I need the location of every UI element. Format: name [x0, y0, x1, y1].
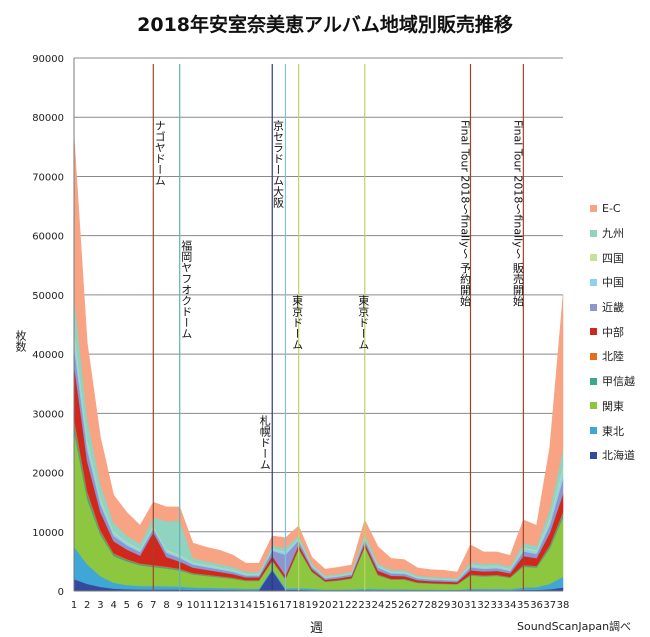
legend-swatch [590, 352, 597, 360]
y-tick-label: 10000 [32, 528, 64, 539]
legend-label: 関東 [602, 399, 624, 413]
legend-swatch [590, 328, 597, 336]
x-tick-label: 32 [477, 600, 490, 611]
legend-label: 北海道 [602, 449, 635, 463]
legend-label: E-C [602, 201, 621, 215]
x-tick-label: 5 [124, 600, 130, 611]
chart-title: 2018年安室奈美恵アルバム地域別販売推移 [137, 14, 513, 36]
legend-item: E-C [590, 196, 635, 221]
annotation-label: 札幌ドーム [258, 415, 272, 470]
x-tick-label: 24 [372, 600, 385, 611]
x-tick-label: 20 [319, 600, 332, 611]
y-tick-label: 70000 [32, 172, 64, 183]
legend-item: 中部 [590, 319, 635, 344]
x-tick-label: 36 [530, 600, 543, 611]
x-tick-label: 15 [253, 600, 266, 611]
x-tick-label: 13 [226, 600, 239, 611]
legend-swatch [590, 254, 597, 262]
annotation-label: 福岡ヤフオクドーム [179, 240, 193, 339]
legend-swatch [590, 427, 597, 435]
legend-item: 九州 [590, 221, 635, 246]
x-tick-label: 17 [279, 600, 292, 611]
legend-label: 中部 [602, 325, 624, 339]
x-tick-label: 4 [110, 600, 116, 611]
legend-item: 関東 [590, 394, 635, 419]
annotation-label: 東京ドーム [290, 295, 304, 350]
x-tick-label: 33 [491, 600, 504, 611]
x-tick-label: 23 [358, 600, 371, 611]
x-tick-label: 3 [97, 600, 103, 611]
x-tick-label: 7 [150, 600, 156, 611]
x-tick-label: 30 [451, 600, 464, 611]
x-tick-label: 8 [163, 600, 169, 611]
legend-label: 北陸 [602, 350, 624, 364]
x-tick-label: 16 [266, 600, 279, 611]
legend-item: 北海道 [590, 443, 635, 468]
annotation-label: Final Tour 2018～finally～ 販売開始 [511, 120, 525, 307]
legend-swatch [590, 278, 597, 286]
legend-label: 近畿 [602, 301, 624, 315]
x-tick-label: 1 [71, 600, 77, 611]
annotation-label: 東京ドーム [356, 295, 370, 350]
x-tick-label: 9 [177, 600, 183, 611]
legend-item: 北陸 [590, 344, 635, 369]
legend-label: 中国 [602, 276, 624, 290]
x-tick-label: 27 [411, 600, 424, 611]
x-tick-label: 29 [438, 600, 451, 611]
x-tick-label: 21 [332, 600, 345, 611]
x-tick-label: 38 [557, 600, 570, 611]
x-tick-label: 35 [517, 600, 530, 611]
legend-item: 四国 [590, 245, 635, 270]
area-series-中部 [73, 364, 564, 585]
legend-item: 東北 [590, 418, 635, 443]
x-tick-label: 14 [239, 600, 252, 611]
annotation-label: ナゴヤドーム [153, 120, 167, 186]
legend-swatch [590, 229, 597, 237]
y-tick-label: 50000 [32, 291, 64, 302]
y-tick-label: 40000 [32, 350, 64, 361]
x-tick-label: 10 [187, 600, 200, 611]
y-tick-label: 30000 [32, 409, 64, 420]
legend-item: 甲信越 [590, 369, 635, 394]
x-tick-label: 25 [385, 600, 398, 611]
y-tick-label: 0 [58, 587, 64, 598]
x-tick-label: 22 [345, 600, 358, 611]
y-tick-label: 90000 [32, 54, 64, 65]
legend-label: 甲信越 [602, 375, 635, 389]
y-tick-label: 20000 [32, 469, 64, 480]
x-axis-label: 週 [310, 621, 324, 636]
x-tick-label: 12 [213, 600, 226, 611]
x-tick-label: 11 [200, 600, 213, 611]
legend-label: 四国 [602, 251, 624, 265]
legend-item: 近畿 [590, 295, 635, 320]
y-tick-label: 80000 [32, 113, 64, 124]
x-tick-label: 6 [137, 600, 143, 611]
annotation-label: Final Tour 2018～finally～ 予約開始 [458, 120, 472, 307]
x-tick-label: 28 [424, 600, 437, 611]
legend-swatch [590, 204, 597, 212]
legend-label: 九州 [602, 227, 624, 241]
source-note: SoundScanJapan調べ [517, 620, 632, 633]
x-tick-label: 18 [292, 600, 305, 611]
x-tick-label: 2 [84, 600, 90, 611]
area-series-九州 [73, 293, 564, 580]
legend-swatch [590, 377, 597, 385]
x-tick-label: 37 [543, 600, 556, 611]
annotation-label: 京セラドーム大阪 [271, 120, 285, 208]
y-axis-label: 枚数 [14, 330, 27, 352]
legend-item: 中国 [590, 270, 635, 295]
area-series-E-C [73, 134, 564, 579]
legend-swatch [590, 451, 597, 459]
legend-label: 東北 [602, 424, 624, 438]
x-tick-label: 31 [464, 600, 477, 611]
x-tick-label: 19 [306, 600, 319, 611]
y-tick-label: 60000 [32, 232, 64, 243]
legend: E-C 九州四国中国近畿中部北陸甲信越関東東北北海道 [590, 196, 635, 468]
x-tick-label: 34 [504, 600, 517, 611]
x-tick-label: 26 [398, 600, 411, 611]
legend-swatch [590, 402, 597, 410]
legend-swatch [590, 303, 597, 311]
